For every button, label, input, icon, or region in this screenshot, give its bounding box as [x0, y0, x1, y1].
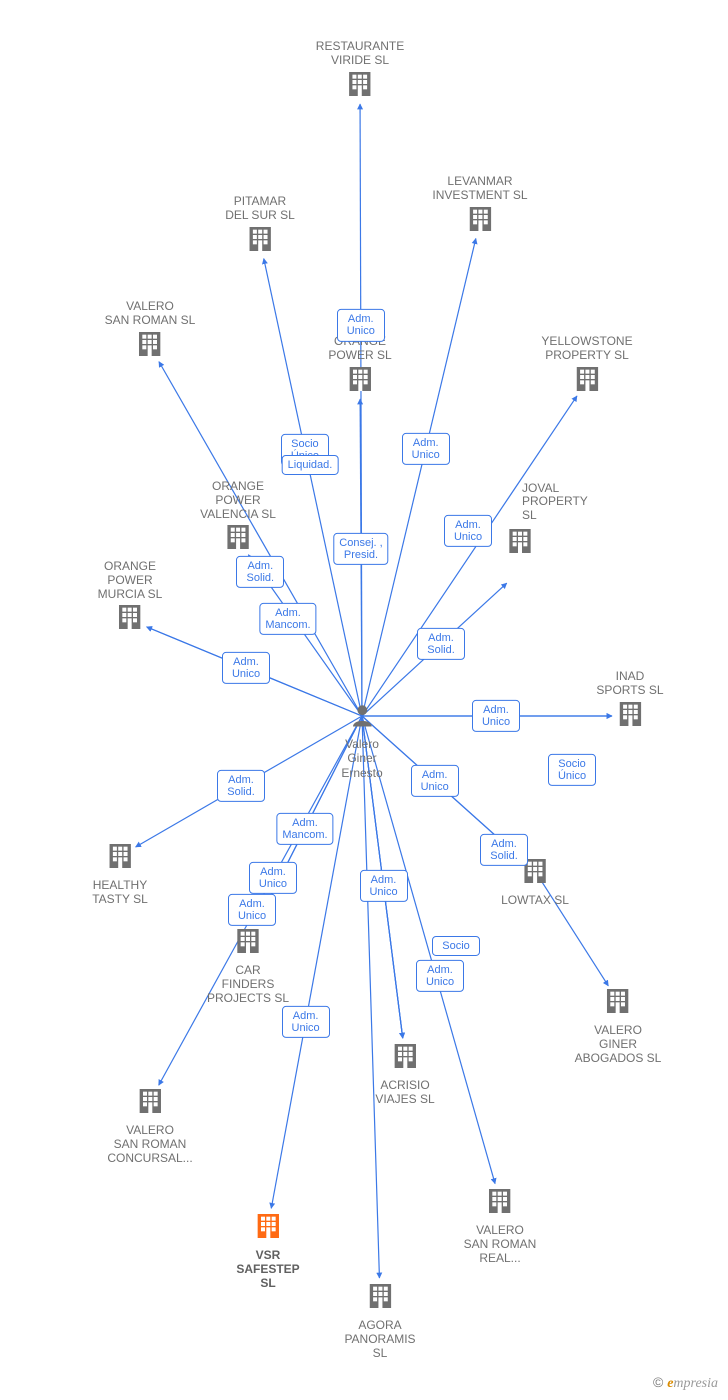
- copyright-notice: © empresia: [653, 1374, 718, 1392]
- node-valero_giner_abog[interactable]: VALEROGINERABOGADOS SL: [575, 985, 662, 1065]
- node-vsr_safestep[interactable]: VSRSAFESTEPSL: [236, 1210, 299, 1290]
- node-restaurante_viride[interactable]: RESTAURANTEVIRIDE SL: [316, 40, 404, 107]
- building-icon: [602, 985, 634, 1017]
- building-icon: [104, 840, 136, 872]
- building-icon: [344, 68, 376, 100]
- node-pitamar[interactable]: PITAMARDEL SUR SL: [225, 195, 295, 262]
- edge-label: Adm.Unico: [402, 433, 450, 465]
- edge-label: Consej. ,Presid.: [333, 532, 388, 564]
- edge-label: Adm.Mancom.: [259, 603, 316, 635]
- edge-label: SocioÚnico: [548, 754, 596, 786]
- node-vsr_concursal[interactable]: VALEROSAN ROMANCONCURSAL...: [107, 1085, 192, 1165]
- building-icon: [244, 223, 276, 255]
- edge-label: Adm.Mancom.: [276, 812, 333, 844]
- building-icon: [484, 1185, 516, 1217]
- node-orange_power[interactable]: ORANGEPOWER SL: [328, 335, 391, 402]
- node-label: AGORAPANORAMISSL: [344, 1319, 415, 1360]
- node-label: RESTAURANTEVIRIDE SL: [316, 40, 404, 68]
- building-icon: [614, 698, 646, 730]
- network-diagram: ValeroGinerErnesto RESTAURANTEVIRIDE SL L…: [0, 0, 728, 1400]
- building-icon: [571, 363, 603, 395]
- center-label: ValeroGinerErnesto: [341, 737, 382, 780]
- node-inad[interactable]: INADSPORTS SL: [596, 670, 663, 737]
- edge-label: Adm.Solid.: [217, 770, 265, 802]
- edge-label: Adm.Solid.: [417, 627, 465, 659]
- node-vsr_real[interactable]: VALEROSAN ROMANREAL...: [464, 1185, 537, 1265]
- node-label: HEALTHYTASTY SL: [92, 879, 148, 907]
- brand-name: empresia: [667, 1376, 718, 1391]
- edge-label: Adm.Unico: [411, 765, 459, 797]
- node-agora[interactable]: AGORAPANORAMISSL: [344, 1280, 415, 1360]
- node-label: CARFINDERSPROJECTS SL: [207, 964, 289, 1005]
- node-label: PITAMARDEL SUR SL: [225, 195, 295, 223]
- node-label: VSRSAFESTEPSL: [236, 1249, 299, 1290]
- edge-line: [362, 396, 577, 716]
- building-icon: [364, 1280, 396, 1312]
- node-levanmar[interactable]: LEVANMARINVESTMENT SL: [432, 175, 527, 242]
- building-icon: [504, 525, 536, 557]
- building-icon: [134, 328, 166, 360]
- building-icon: [114, 601, 146, 633]
- building-icon: [222, 521, 254, 553]
- edge-label: Adm.Solid.: [480, 834, 528, 866]
- edge-label: Adm.Unico: [282, 1006, 330, 1038]
- edge-label: Adm.Unico: [228, 894, 276, 926]
- node-label: LEVANMARINVESTMENT SL: [432, 175, 527, 203]
- node-op_valencia[interactable]: ORANGEPOWERVALENCIA SL: [200, 480, 276, 560]
- node-joval[interactable]: JOVALPROPERTY SL: [504, 525, 536, 564]
- person-icon: [348, 702, 376, 730]
- building-icon: [464, 203, 496, 235]
- edge-label: Socio: [432, 936, 480, 956]
- node-yellowstone[interactable]: YELLOWSTONEPROPERTY SL: [541, 335, 632, 402]
- copyright-symbol: ©: [653, 1374, 663, 1390]
- node-label: ACRISIOVIAJES SL: [375, 1079, 434, 1107]
- node-acrisio[interactable]: ACRISIOVIAJES SL: [375, 1040, 434, 1107]
- edge-line: [360, 104, 362, 716]
- node-label: INADSPORTS SL: [596, 670, 663, 698]
- building-icon: [252, 1210, 284, 1242]
- node-label: YELLOWSTONEPROPERTY SL: [541, 335, 632, 363]
- building-icon: [134, 1085, 166, 1117]
- edge-label: Adm.Solid.: [236, 556, 284, 588]
- node-center-person[interactable]: ValeroGinerErnesto: [341, 702, 382, 780]
- node-label: VALEROSAN ROMAN SL: [105, 300, 196, 328]
- edge-label: Adm.Unico: [222, 652, 270, 684]
- edge-label: Adm.Unico: [472, 700, 520, 732]
- node-label: VALEROSAN ROMANREAL...: [464, 1224, 537, 1265]
- edge-label: Liquidad.: [282, 455, 339, 475]
- node-label: JOVALPROPERTY SL: [522, 482, 588, 523]
- node-label: ORANGEPOWERVALENCIA SL: [200, 480, 276, 521]
- node-valero_sanroman[interactable]: VALEROSAN ROMAN SL: [105, 300, 196, 367]
- edge-label: Adm.Unico: [249, 862, 297, 894]
- building-icon: [232, 925, 264, 957]
- node-car_finders[interactable]: CARFINDERSPROJECTS SL: [207, 925, 289, 1005]
- edge-label: Adm.Unico: [416, 960, 464, 992]
- node-label: LOWTAX SL: [501, 894, 569, 908]
- node-op_murcia[interactable]: ORANGEPOWERMURCIA SL: [98, 560, 163, 640]
- edge-label: Adm.Unico: [360, 870, 408, 902]
- building-icon: [344, 363, 376, 395]
- node-label: ORANGEPOWERMURCIA SL: [98, 560, 163, 601]
- edge-label: Adm.Unico: [337, 309, 385, 341]
- node-healthy_tasty[interactable]: HEALTHYTASTY SL: [92, 840, 148, 907]
- edge-line: [362, 716, 379, 1278]
- node-label: VALEROSAN ROMANCONCURSAL...: [107, 1124, 192, 1165]
- building-icon: [389, 1040, 421, 1072]
- edge-label: Adm.Unico: [444, 515, 492, 547]
- node-label: VALEROGINERABOGADOS SL: [575, 1024, 662, 1065]
